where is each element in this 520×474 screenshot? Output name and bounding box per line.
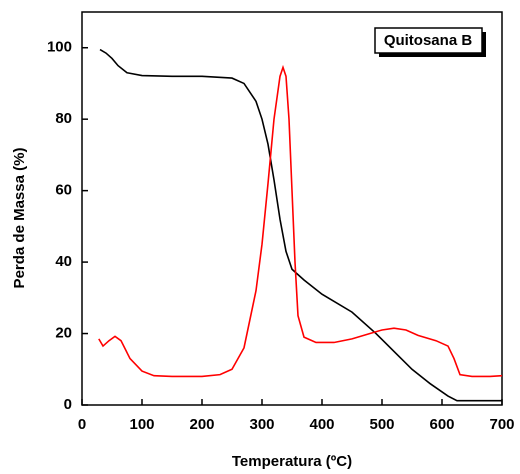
y-tick-label: 20: [55, 325, 72, 342]
annotation-box: [374, 27, 483, 54]
x-tick-label: 400: [309, 416, 334, 433]
x-tick-label: 0: [78, 416, 86, 433]
x-tick-label: 200: [189, 416, 214, 433]
x-axis-label: Temperatura (ºC): [232, 453, 352, 470]
x-tick-label: 600: [429, 416, 454, 433]
x-tick-label: 100: [129, 416, 154, 433]
x-tick-label: 300: [249, 416, 274, 433]
annotation: Quitosana B: [384, 32, 473, 49]
y-tick-label: 60: [55, 182, 72, 199]
y-tick-label: 0: [64, 396, 72, 413]
y-axis-label: Perda de Massa (%): [11, 148, 28, 289]
y-tick-label: 80: [55, 110, 72, 127]
x-tick-label: 500: [369, 416, 394, 433]
line-series: [99, 48, 502, 402]
y-tick-label: 40: [55, 253, 72, 270]
plot-frame: [81, 11, 503, 406]
y-tick-label: 100: [47, 39, 72, 56]
x-tick-label: 700: [489, 416, 514, 433]
line-series: [98, 64, 503, 378]
